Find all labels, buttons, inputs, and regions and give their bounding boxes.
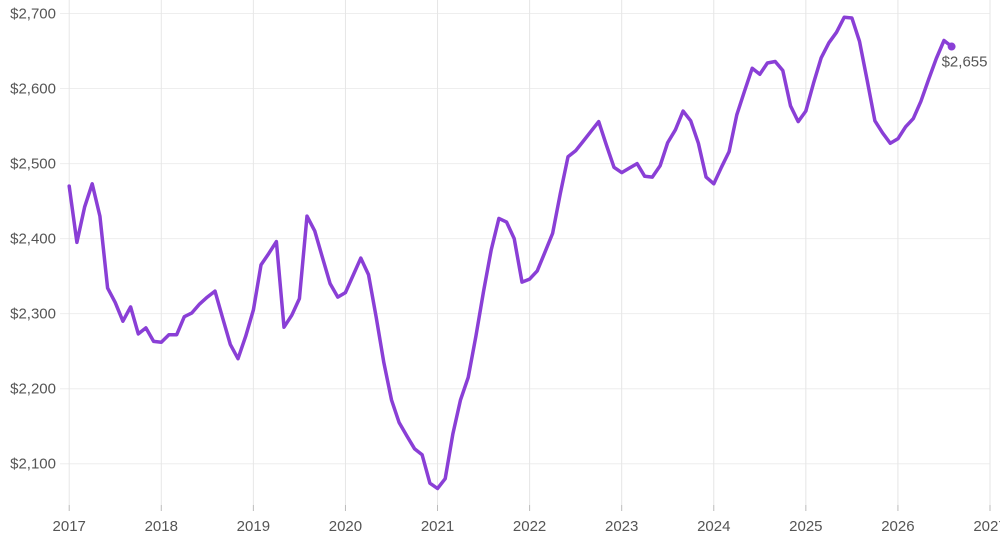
x-tick-label: 2021 [421,518,454,535]
last-value-label: $2,655 [942,54,988,71]
y-tick-label: $2,400 [10,231,56,248]
x-tick-label: 2026 [881,518,914,535]
y-tick-label: $2,500 [10,156,56,173]
x-tick-label: 2022 [513,518,546,535]
x-tick-label: 2027 [973,518,1000,535]
y-tick-label: $2,600 [10,81,56,98]
x-tick-label: 2020 [329,518,362,535]
series-line [67,15,954,491]
series [67,15,956,491]
grid [60,0,991,505]
x-tick-label: 2023 [605,518,638,535]
y-tick-label: $2,200 [10,381,56,398]
axes: $2,100 $2,200 $2,300 $2,400 $2,500 $2,600 $2,7… [10,6,1000,535]
x-tick-label: 2019 [237,518,270,535]
x-tick-label: 2018 [145,518,178,535]
y-tick-label: $2,100 [10,456,56,473]
y-tick-label: $2,300 [10,306,56,323]
last-value-point [947,42,956,51]
y-tick-label: $2,700 [10,6,56,23]
x-tick-label: 2024 [697,518,730,535]
x-tick-label: 2025 [789,518,822,535]
x-tick-label: 2017 [53,518,86,535]
